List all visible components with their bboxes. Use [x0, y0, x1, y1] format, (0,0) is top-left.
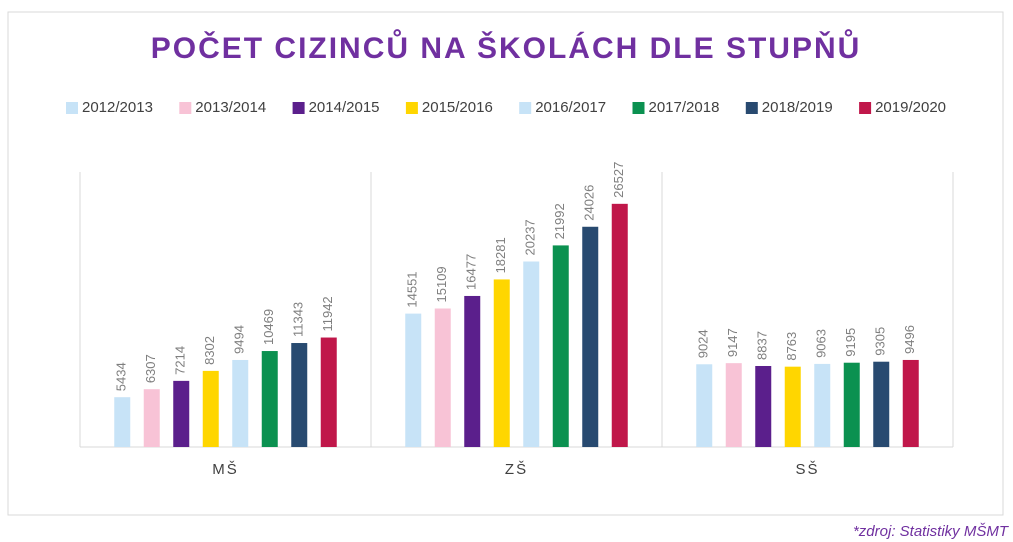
legend-swatch [66, 102, 78, 114]
legend-swatch [519, 102, 532, 114]
legend-label: 2019/2020 [875, 99, 946, 116]
legend-swatch [745, 102, 758, 114]
bar [261, 351, 278, 447]
value-label: 5434 [114, 362, 129, 391]
bar [434, 308, 451, 447]
x-tick-label: MŠ [212, 461, 239, 478]
bar [523, 261, 540, 447]
bar [755, 365, 772, 447]
bar [143, 389, 160, 447]
chart-title: POČET CIZINCŮ NA ŠKOLÁCH DLE STUPŇŮ [151, 29, 862, 65]
legend-label: 2013/2014 [195, 99, 266, 116]
value-label: 9024 [696, 329, 711, 358]
legend-swatch [859, 102, 872, 114]
value-label: 16477 [464, 254, 479, 290]
value-label: 9305 [873, 327, 888, 356]
value-label: 11343 [291, 302, 306, 337]
value-label: 9063 [814, 329, 829, 358]
legend-label: 2016/2017 [535, 99, 606, 116]
legend-swatch [179, 102, 192, 114]
value-label: 11942 [320, 296, 335, 331]
bar [873, 361, 890, 447]
bar [843, 362, 860, 447]
value-label: 10469 [261, 309, 276, 345]
value-label: 8763 [784, 332, 799, 361]
legend-label: 2018/2019 [762, 99, 833, 116]
bar [202, 370, 219, 447]
value-label: 6307 [143, 354, 158, 383]
bar [582, 226, 599, 447]
value-label: 26527 [611, 162, 626, 198]
bar [232, 359, 249, 447]
bar [611, 203, 628, 447]
legend-swatch [632, 102, 645, 114]
bar [493, 279, 510, 447]
value-label: 20237 [523, 219, 538, 255]
value-label: 21992 [552, 203, 567, 239]
value-label: 24026 [582, 185, 597, 221]
legend-label: 2012/2013 [82, 99, 153, 116]
bar [320, 337, 337, 447]
bar [902, 359, 919, 447]
bar [173, 380, 190, 447]
value-label: 9195 [843, 328, 858, 357]
legend-swatch [292, 102, 305, 114]
value-label: 9496 [902, 325, 917, 354]
source-note: *zdroj: Statistiky MŠMT [853, 523, 1010, 540]
legend-swatch [405, 102, 418, 114]
bar [114, 397, 131, 447]
value-label: 14551 [405, 271, 420, 307]
legend-label: 2017/2018 [649, 99, 720, 116]
value-label: 7214 [173, 346, 188, 375]
bar [814, 363, 831, 447]
bar [696, 364, 713, 447]
value-label: 9494 [232, 325, 247, 354]
value-label: 15109 [434, 266, 449, 302]
legend-label: 2014/2015 [309, 99, 380, 116]
value-label: 8302 [202, 336, 217, 365]
bar [552, 245, 569, 447]
bar [464, 295, 481, 447]
x-tick-label: SŠ [795, 461, 819, 478]
bar [405, 313, 422, 447]
legend-label: 2015/2016 [422, 99, 493, 116]
value-label: 9147 [725, 328, 740, 357]
value-label: 8837 [755, 331, 770, 360]
x-tick-label: ZŠ [505, 461, 528, 478]
bar [784, 366, 801, 447]
bar [291, 343, 308, 447]
bar [725, 363, 742, 447]
value-label: 18281 [493, 237, 508, 273]
